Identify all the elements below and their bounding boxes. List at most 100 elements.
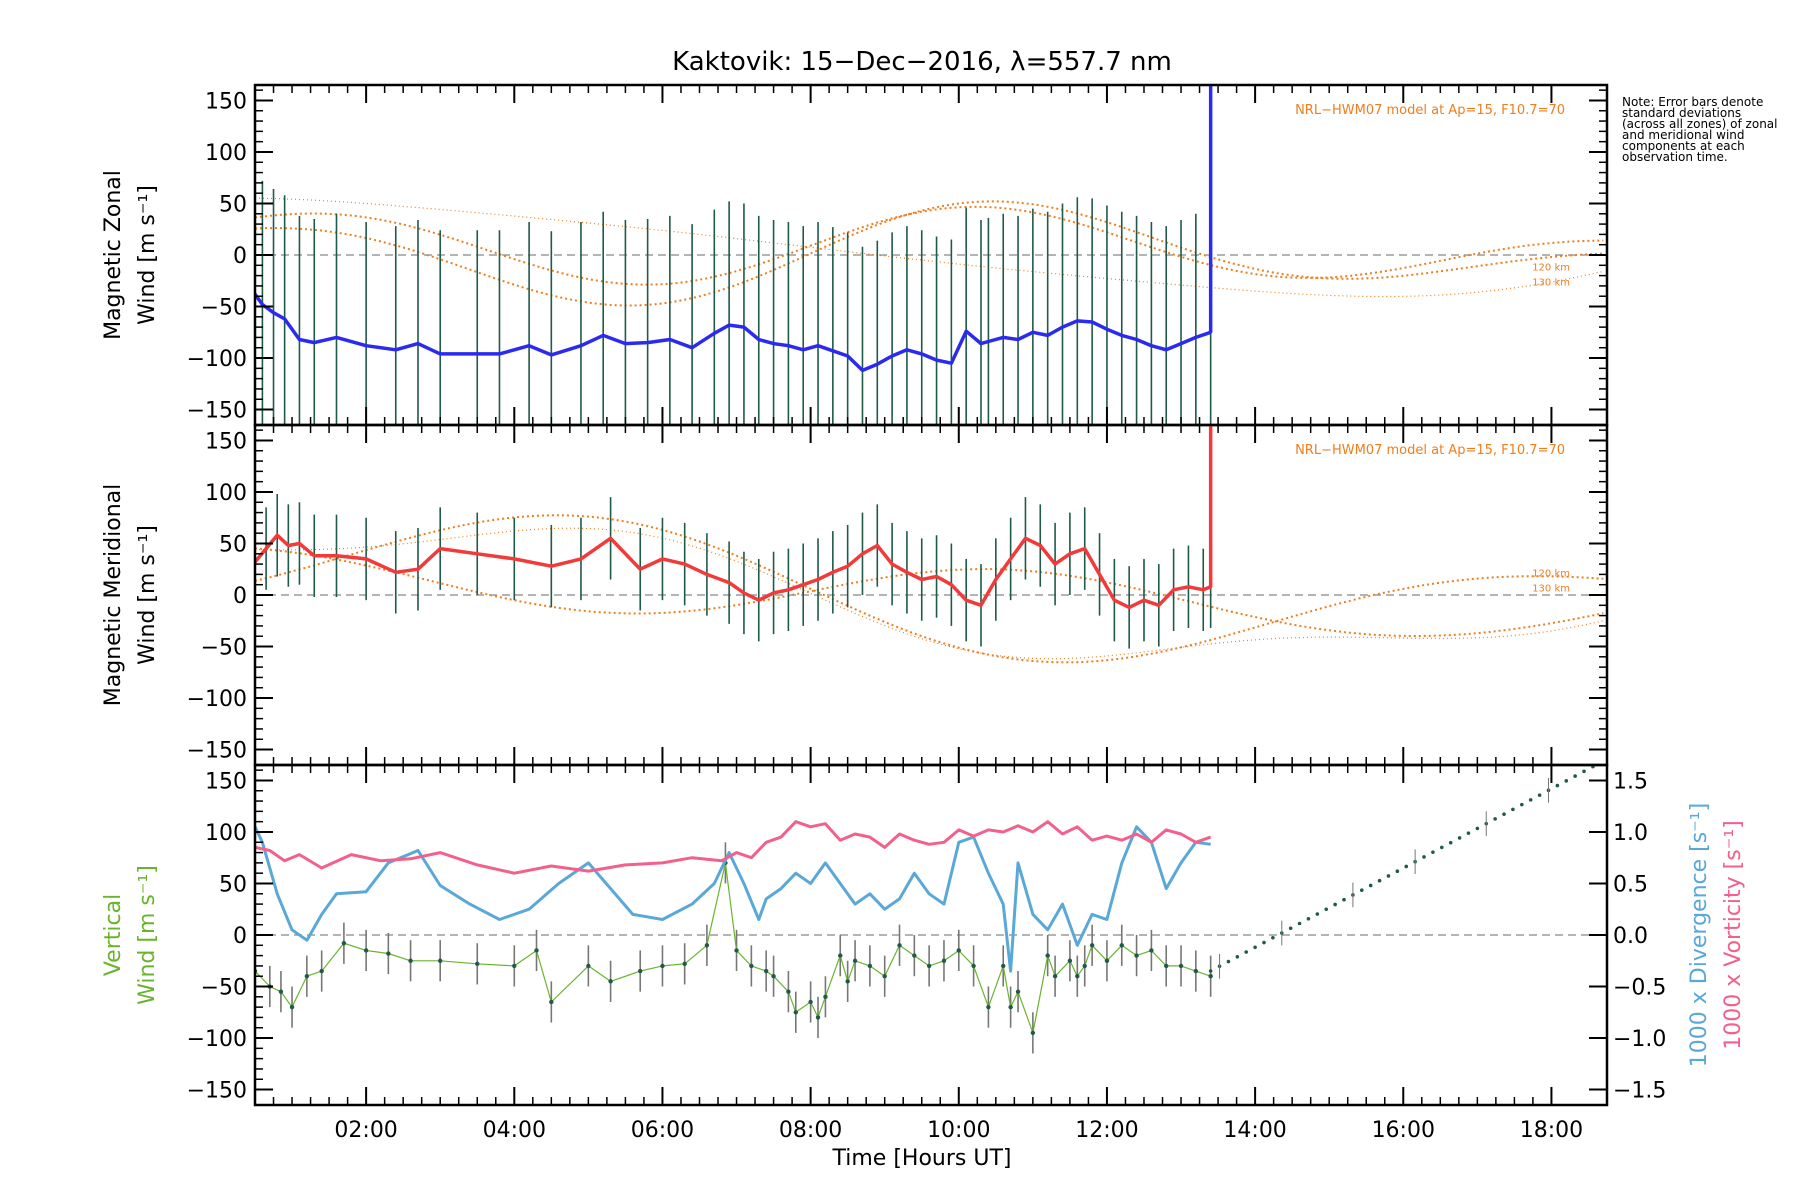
trend-point bbox=[1297, 921, 1302, 926]
x-tick-label: 06:00 bbox=[631, 1118, 694, 1143]
data-point bbox=[757, 337, 761, 341]
y-axis-label: Magnetic Meridional bbox=[101, 484, 126, 706]
data-point bbox=[512, 963, 517, 969]
data-point bbox=[319, 968, 324, 974]
data-point bbox=[1067, 958, 1073, 963]
trend-point bbox=[1306, 916, 1311, 921]
data-point bbox=[1023, 536, 1027, 540]
y-tick-label: −150 bbox=[187, 1079, 247, 1104]
data-point bbox=[815, 1015, 821, 1020]
plot-area bbox=[255, 425, 1607, 664]
data-point bbox=[278, 989, 284, 994]
data-point bbox=[1172, 588, 1176, 592]
data-point bbox=[905, 348, 909, 352]
trend-point bbox=[1377, 878, 1382, 883]
data-point bbox=[1135, 337, 1139, 341]
data-point bbox=[1157, 603, 1161, 607]
trend-point bbox=[1564, 779, 1569, 783]
y-tick-label: −100 bbox=[187, 687, 247, 712]
trend-point bbox=[1324, 907, 1329, 912]
data-point bbox=[304, 974, 310, 979]
y2-tick-label: 1.0 bbox=[1613, 821, 1648, 846]
data-point bbox=[416, 342, 420, 346]
data-point bbox=[801, 583, 805, 587]
data-point bbox=[1082, 963, 1087, 969]
model-curve bbox=[255, 197, 1604, 298]
trend-point bbox=[1448, 840, 1453, 845]
data-point bbox=[860, 552, 864, 556]
plot-area bbox=[255, 85, 1607, 425]
y-axis-label: Vertical bbox=[101, 894, 126, 976]
data-point bbox=[408, 958, 413, 963]
data-point bbox=[1090, 320, 1094, 324]
trend-point bbox=[1208, 969, 1213, 973]
data-point bbox=[312, 554, 316, 558]
data-point bbox=[816, 344, 820, 348]
data-point bbox=[1009, 557, 1013, 561]
trend-point bbox=[1359, 888, 1364, 893]
data-point bbox=[683, 562, 687, 566]
y-tick-label: 50 bbox=[219, 532, 247, 557]
trend-point bbox=[1431, 850, 1435, 854]
data-point bbox=[838, 953, 843, 958]
trend-point bbox=[1537, 793, 1542, 797]
panel-vertical: −150 −100 −50 0 50 100 150 −1.5 −1.0 −0.5 0.0 0.5 1.… bbox=[101, 763, 1746, 1143]
trend-point bbox=[1511, 807, 1515, 812]
y-tick-label: 50 bbox=[219, 872, 247, 897]
data-point bbox=[734, 948, 739, 953]
data-point bbox=[364, 344, 368, 348]
trend-point bbox=[1333, 902, 1337, 907]
y-tick-label: 150 bbox=[205, 429, 247, 454]
data-point bbox=[964, 329, 968, 333]
data-point bbox=[364, 557, 368, 561]
y-tick-label: 0 bbox=[233, 924, 247, 949]
data-point bbox=[801, 348, 805, 352]
data-point bbox=[475, 352, 479, 356]
trend-point bbox=[1555, 783, 1560, 788]
data-point bbox=[1060, 325, 1064, 329]
series-line-vorticity bbox=[255, 820, 1212, 875]
y2-tick-label: 0.5 bbox=[1613, 872, 1648, 897]
data-point bbox=[1179, 342, 1183, 346]
data-point bbox=[534, 948, 539, 953]
data-point bbox=[1186, 585, 1190, 589]
data-point bbox=[846, 564, 850, 568]
trend-point bbox=[1235, 954, 1240, 959]
data-point bbox=[416, 567, 420, 571]
data-point bbox=[638, 968, 643, 974]
data-point bbox=[882, 974, 887, 979]
data-point bbox=[297, 541, 301, 545]
trend-point bbox=[1288, 926, 1293, 931]
data-point bbox=[1053, 562, 1057, 566]
data-point bbox=[394, 348, 398, 352]
data-point bbox=[1105, 327, 1109, 331]
data-point bbox=[586, 963, 591, 969]
y-tick-label: 50 bbox=[219, 192, 247, 217]
data-point bbox=[905, 570, 909, 574]
data-point bbox=[912, 953, 917, 958]
data-point bbox=[264, 547, 268, 551]
model-annotation: NRL−HWM07 model at Ap=15, F10.7=70 bbox=[1295, 103, 1565, 118]
data-point bbox=[660, 557, 664, 561]
trend-point bbox=[1395, 869, 1400, 874]
data-point bbox=[1031, 330, 1035, 334]
data-point bbox=[823, 994, 828, 1000]
model-curve bbox=[255, 547, 1604, 637]
data-point bbox=[1038, 544, 1042, 548]
trend-point bbox=[1226, 959, 1231, 964]
y2-tick-label: −1.0 bbox=[1613, 1027, 1666, 1052]
x-tick-label: 14:00 bbox=[1223, 1118, 1286, 1143]
y2-axis-label-divergence: 1000 x Divergence [s⁻¹] bbox=[1687, 803, 1712, 1067]
x-axis-label: Time [Hours UT] bbox=[832, 1146, 1012, 1171]
data-point bbox=[793, 1010, 798, 1015]
model-altitude-label: 130 km bbox=[1532, 277, 1570, 288]
data-point bbox=[1149, 344, 1153, 348]
y2-tick-label: 0.0 bbox=[1613, 924, 1648, 949]
data-point bbox=[1127, 605, 1131, 609]
data-point bbox=[712, 331, 716, 335]
trend-point bbox=[1315, 912, 1320, 916]
chart-title: Kaktovik: 15−Dec−2016, λ=557.7 nm bbox=[672, 47, 1172, 77]
trend-point bbox=[1342, 897, 1346, 902]
data-point bbox=[920, 578, 924, 582]
data-point bbox=[475, 961, 480, 967]
